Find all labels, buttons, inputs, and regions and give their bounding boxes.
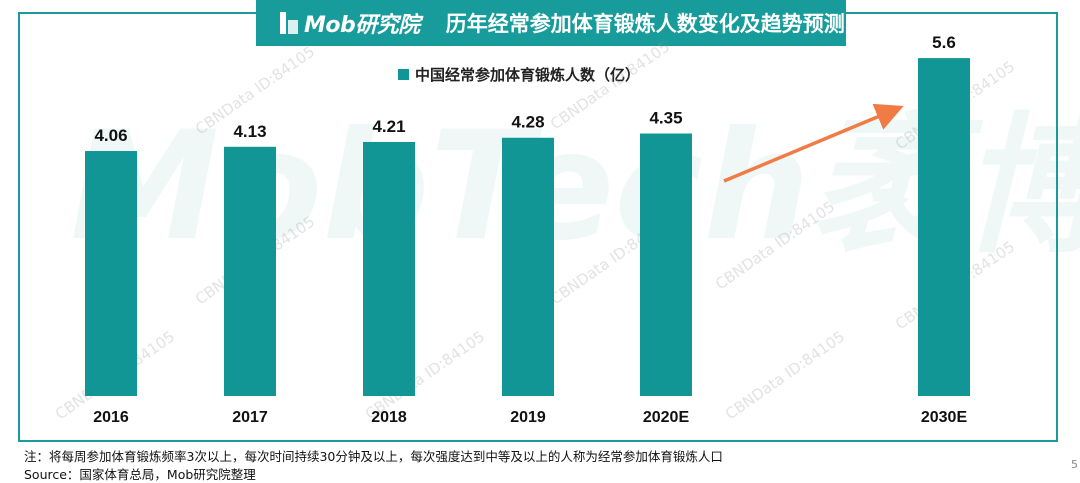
value-label-2018: 4.21: [372, 117, 405, 136]
logo-text: Mob研究院: [304, 13, 420, 38]
value-label-2017: 4.13: [233, 122, 266, 141]
value-labels: 4.06 4.13 4.21 4.28 4.35 5.6: [94, 33, 955, 145]
value-label-2030E: 5.6: [932, 33, 956, 52]
legend-swatch: [398, 69, 409, 80]
page-title: 历年经常参加体育锻炼人数变化及趋势预测: [445, 12, 845, 36]
bar-2016: [85, 151, 137, 396]
value-label-2020E: 4.35: [649, 109, 682, 128]
bar-2030E: [918, 58, 970, 397]
bars: [85, 58, 970, 397]
bar-2020E: [640, 133, 692, 396]
mob-logo-icon: [280, 12, 298, 34]
trend-arrow: [723, 103, 904, 183]
page-number: 5: [1071, 458, 1078, 471]
source-note: Source：国家体育总局，Mob研究院整理: [24, 467, 256, 482]
watermark-id: CBNData ID:84105: [722, 327, 848, 423]
tick-label-2016: 2016: [93, 409, 129, 426]
value-label-2016: 4.06: [94, 126, 127, 145]
value-label-2019: 4.28: [511, 113, 544, 132]
x-axis-ticks: 2016 2017 2018 2019 2020E 2030E: [93, 409, 967, 426]
bar-2017: [224, 146, 276, 396]
title-bar: Mob研究院 历年经常参加体育锻炼人数变化及趋势预测: [256, 0, 846, 46]
bar-2019: [502, 137, 554, 396]
footnote: 注：将每周参加体育锻炼频率3次以上，每次时间持续30分钟及以上，每次强度达到中等…: [24, 449, 723, 464]
tick-label-2017: 2017: [232, 409, 268, 426]
tick-label-2018: 2018: [371, 409, 407, 426]
mob-logo: Mob研究院: [278, 7, 420, 39]
tick-label-2030E: 2030E: [921, 409, 968, 426]
tick-label-2020E: 2020E: [643, 409, 690, 426]
tick-label-2019: 2019: [510, 409, 546, 426]
chart-legend: 中国经常参加体育锻炼人数（亿）: [398, 64, 640, 85]
bar-2018: [363, 141, 415, 396]
legend-label: 中国经常参加体育锻炼人数（亿）: [415, 66, 641, 84]
